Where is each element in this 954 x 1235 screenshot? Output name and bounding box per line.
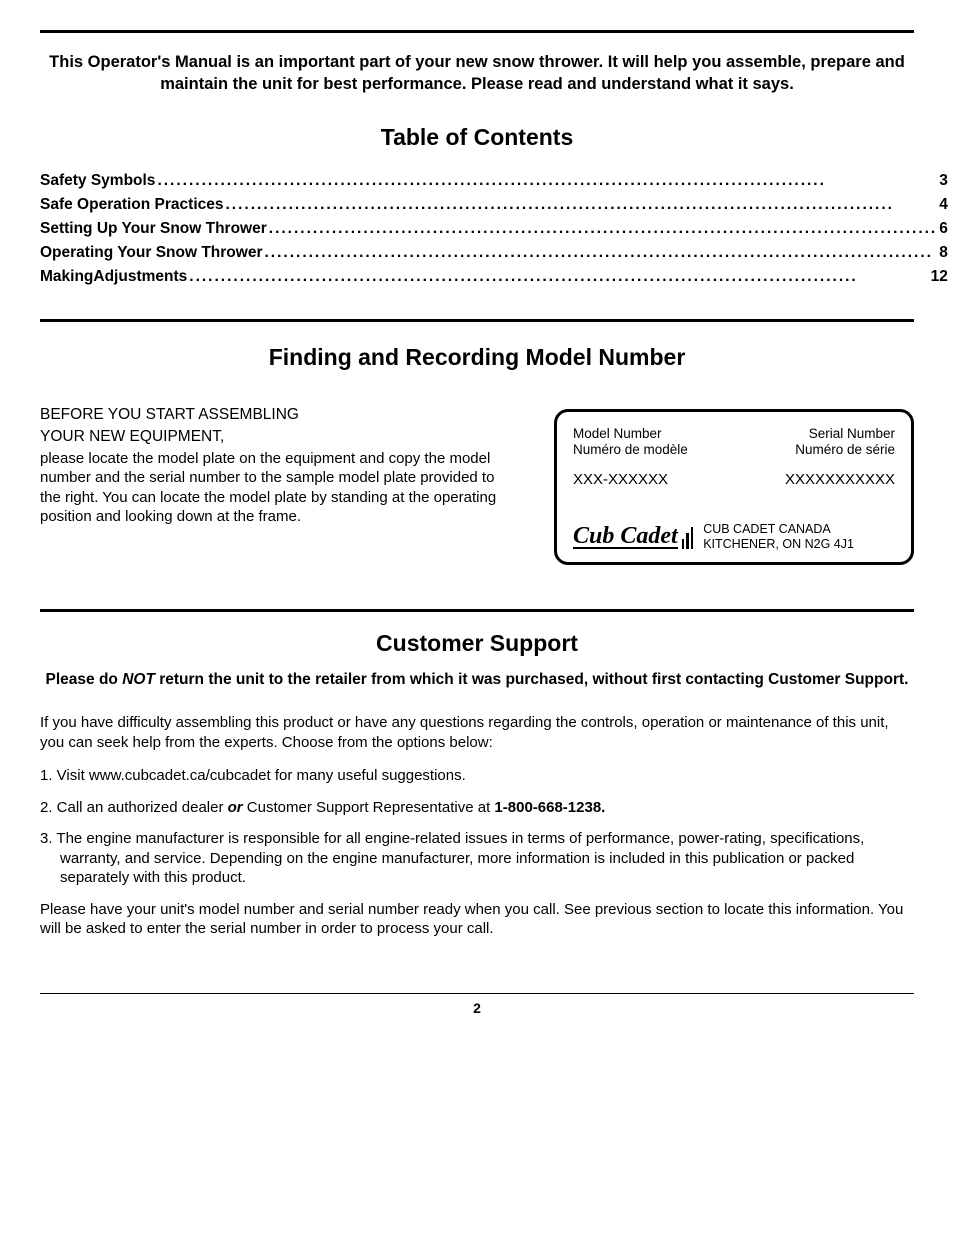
plate-header-row: Model Number Numéro de modèle Serial Num… <box>573 426 895 460</box>
plate-serial-label-fr: Numéro de série <box>795 442 895 459</box>
toc-title: Table of Contents <box>40 124 914 151</box>
toc-dots <box>187 265 930 289</box>
support-item2-em: or <box>228 799 243 816</box>
logo-bars-icon <box>682 527 694 549</box>
support-warn-pre: Please do <box>46 671 123 688</box>
support-title: Customer Support <box>40 630 914 657</box>
logo-text: Cub Cadet <box>573 526 678 550</box>
cub-cadet-logo: Cub Cadet <box>573 526 693 550</box>
plate-model-label-fr: Numéro de modèle <box>573 442 688 459</box>
support-item-2: 2. Call an authorized dealer or Customer… <box>40 798 914 818</box>
plate-bottom-row: Cub Cadet CUB CADET CANADA KITCHENER, ON… <box>573 522 895 552</box>
toc-page: 8 <box>939 241 948 265</box>
finding-title: Finding and Recording Model Number <box>40 344 914 371</box>
toc-page: 12 <box>931 265 948 289</box>
support-item-3: 3. The engine manufacturer is responsibl… <box>40 829 914 888</box>
toc-row: Safe Operation Practices 4 <box>40 193 948 217</box>
mid-rule-1 <box>40 319 914 322</box>
toc-label: Setting Up Your Snow Thrower <box>40 217 267 241</box>
plate-serial-labels: Serial Number Numéro de série <box>795 426 895 460</box>
plate-model-value: XXX-XXXXXX <box>573 471 668 488</box>
toc-page: 6 <box>939 217 948 241</box>
support-warning: Please do NOT return the unit to the ret… <box>40 669 914 691</box>
support-list: 1. Visit www.cubcadet.ca/cubcadet for ma… <box>40 766 914 888</box>
toc-row: Setting Up Your Snow Thrower 6 <box>40 217 948 241</box>
plate-address-line: KITCHENER, ON N2G 4J1 <box>703 537 854 552</box>
toc-container: Safety Symbols3 Safe Operation Practices… <box>40 169 914 289</box>
finding-head-line1: BEFORE YOU START ASSEMBLING <box>40 405 514 425</box>
toc-page: 4 <box>939 193 948 217</box>
plate-model-labels: Model Number Numéro de modèle <box>573 426 688 460</box>
support-warn-em: NOT <box>122 671 155 688</box>
intro-text: This Operator's Manual is an important p… <box>40 51 914 96</box>
finding-head-line2: YOUR NEW EQUIPMENT, <box>40 427 514 447</box>
toc-left-column: Safety Symbols 3 Safe Operation Practices… <box>40 169 948 289</box>
support-intro: If you have difficulty assembling this p… <box>40 713 914 752</box>
support-warn-post: return the unit to the retailer from whi… <box>155 671 909 688</box>
support-item2-mid: Customer Support Representative at <box>243 799 495 816</box>
plate-company: CUB CADET CANADA <box>703 522 854 537</box>
page-number: 2 <box>40 1000 914 1016</box>
toc-page: 3 <box>939 169 948 193</box>
toc-row: MakingAdjustments 12 <box>40 265 948 289</box>
toc-label: Safety Symbols <box>40 169 155 193</box>
top-rule <box>40 30 914 33</box>
toc-dots <box>224 193 940 217</box>
bottom-rule <box>40 993 914 994</box>
toc-row: Operating Your Snow Thrower 8 <box>40 241 948 265</box>
toc-dots <box>155 169 939 193</box>
toc-label: MakingAdjustments <box>40 265 187 289</box>
plate-address: CUB CADET CANADA KITCHENER, ON N2G 4J1 <box>703 522 854 552</box>
support-outro: Please have your unit's model number and… <box>40 900 914 939</box>
plate-serial-value: XXXXXXXXXXX <box>785 471 895 488</box>
model-plate-box: Model Number Numéro de modèle Serial Num… <box>554 409 914 566</box>
finding-text-block: BEFORE YOU START ASSEMBLING YOUR NEW EQU… <box>40 405 514 527</box>
toc-dots <box>267 217 939 241</box>
plate-values-row: XXX-XXXXXX XXXXXXXXXXX <box>573 471 895 488</box>
finding-section: BEFORE YOU START ASSEMBLING YOUR NEW EQU… <box>40 405 914 566</box>
support-item2-phone: 1-800-668-1238. <box>494 799 605 816</box>
plate-serial-label-en: Serial Number <box>795 426 895 443</box>
finding-body-text: please locate the model plate on the equ… <box>40 449 514 527</box>
toc-label: Operating Your Snow Thrower <box>40 241 262 265</box>
mid-rule-2 <box>40 609 914 612</box>
toc-label: Safe Operation Practices <box>40 193 224 217</box>
toc-row: Safety Symbols 3 <box>40 169 948 193</box>
plate-model-label-en: Model Number <box>573 426 688 443</box>
toc-dots <box>262 241 939 265</box>
support-item-1: 1. Visit www.cubcadet.ca/cubcadet for ma… <box>40 766 914 786</box>
support-item2-pre: 2. Call an authorized dealer <box>40 799 228 816</box>
